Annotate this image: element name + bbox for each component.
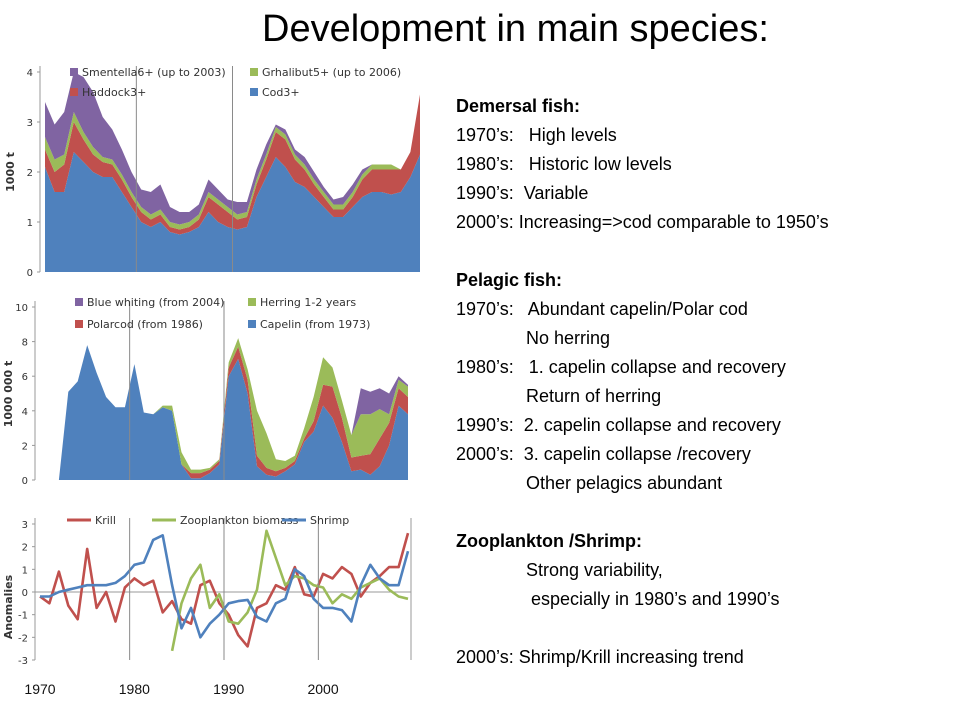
pelagic-line-3: 1980’s: 1. capelin collapse and recovery: [456, 357, 786, 377]
demersal-line-1970s: 1970’s: High levels: [456, 125, 617, 145]
legend-label-blue-whiting-from-2004: Blue whiting (from 2004): [87, 296, 224, 309]
legend-swatch-smentella6-up-to-2003: [70, 68, 78, 76]
zooplankton-heading: Zooplankton /Shrimp:: [456, 531, 642, 551]
area-polarcod-from-1986: [40, 345, 408, 480]
legend-label-zooplankton-biomass: Zooplankton biomass: [180, 514, 299, 527]
legend-label-smentella6-up-to-2003: Smentella6+ (up to 2003): [82, 66, 226, 79]
legend-label-polarcod-from-1986: Polarcod (from 1986): [87, 318, 203, 331]
y-tick-label: 1: [22, 565, 28, 576]
legend-swatch-grhalibut5-up-to-2006: [250, 68, 258, 76]
legend-swatch-haddock3: [70, 88, 78, 96]
chart-zooplankton-shrimp: -3 -2 -1 0 1 2 3 Anomalies 1970 1980 1990 2000 Krill…: [2, 514, 412, 697]
pelagic-line-5: 1990’s: 2. capelin collapse and recovery: [456, 415, 781, 435]
legend-label-haddock3: Haddock3+: [82, 86, 146, 99]
y-tick-label: 3: [22, 520, 28, 531]
pelagic-line-1: 1970’s: Abundant capelin/Polar cod: [456, 299, 748, 319]
legend-swatch-cod3: [250, 88, 258, 96]
zooplankton-line-2: especially in 1980’s and 1990’s: [456, 589, 780, 609]
demersal-line-2000s: 2000’s: Increasing=>cod comparable to 19…: [456, 212, 829, 232]
y-tick-label: 3: [27, 118, 33, 129]
y-tick-label: 0: [22, 476, 28, 487]
legend-label-shrimp: Shrimp: [310, 514, 349, 527]
zooplankton-line-2000s: 2000’s: Shrimp/Krill increasing trend: [456, 647, 744, 667]
legend-swatch-blue-whiting-from-2004: [75, 298, 83, 306]
pelagic-line-4: Return of herring: [456, 386, 662, 406]
chart-pelagic: 0 2 4 6 8 10 1000 000 t Blue whiting (from 2004…: [2, 296, 408, 487]
y-tick-label: -2: [18, 633, 28, 644]
y-tick-label: 10: [15, 303, 28, 314]
y-tick-label: 0: [22, 588, 28, 599]
legend-swatch-herring-1-2-years: [248, 298, 256, 306]
spacer: [456, 498, 829, 527]
x-tick-label: 1970: [24, 681, 55, 697]
y-axis-title: 1000 000 t: [2, 361, 15, 428]
spacer: [456, 237, 829, 266]
pelagic-line-6: 2000’s: 3. capelin collapse /recovery: [456, 444, 751, 464]
legend-swatch-capelin-from-1973: [248, 320, 256, 328]
area-grhalibut5-up-to-2006: [45, 94, 420, 230]
spacer: [456, 614, 829, 643]
y-tick-label: 1: [27, 218, 33, 229]
y-tick-label: 0: [27, 268, 33, 279]
x-tick-label: 1990: [213, 681, 244, 697]
demersal-line-1990s: 1990’s: Variable: [456, 183, 589, 203]
y-tick-label: 2: [27, 168, 33, 179]
y-tick-label: 6: [22, 372, 28, 383]
y-tick-label: 2: [22, 441, 28, 452]
y-axis-title: 1000 t: [4, 152, 17, 192]
area-capelin-from-1973: [40, 345, 408, 480]
demersal-heading: Demersal fish:: [456, 96, 581, 116]
legend-label-grhalibut5-up-to-2006: Grhalibut5+ (up to 2006): [262, 66, 401, 79]
legend-label-herring-1-2-years: Herring 1-2 years: [260, 296, 356, 309]
pelagic-line-7: Other pelagics abundant: [456, 473, 723, 493]
demersal-line-1980s: 1980’s: Historic low levels: [456, 154, 672, 174]
x-tick-label: 1980: [119, 681, 150, 697]
y-tick-label: 4: [27, 68, 33, 79]
line-zooplankton-biomass: [170, 529, 409, 652]
pelagic-heading: Pelagic fish:: [456, 270, 563, 290]
legend-label-krill: Krill: [95, 514, 116, 527]
y-tick-label: -1: [18, 611, 28, 622]
area-cod3: [45, 152, 420, 272]
slide-title: Development in main species:: [262, 8, 769, 50]
y-tick-label: -3: [18, 656, 28, 667]
legend-label-capelin-from-1973: Capelin (from 1973): [260, 318, 370, 331]
legend-label-cod3: Cod3+: [262, 86, 300, 99]
y-tick-label: 2: [22, 543, 28, 554]
y-tick-label: 4: [22, 407, 28, 418]
zooplankton-line-1: Strong variability,: [456, 560, 663, 580]
x-tick-label: 2000: [307, 681, 338, 697]
y-axis-title: Anomalies: [2, 574, 15, 639]
legend-swatch-polarcod-from-1986: [75, 320, 83, 328]
y-tick-label: 8: [22, 338, 28, 349]
pelagic-line-2: No herring: [456, 328, 611, 348]
chart-demersal: 0 1 2 3 4 1000 t Smentella6+ (up to 2003) Grhal…: [4, 66, 420, 279]
area-smentella6-up-to-2003: [45, 72, 420, 225]
notes-panel: Demersal fish: 1970’s: High levels 1980’…: [456, 92, 829, 672]
